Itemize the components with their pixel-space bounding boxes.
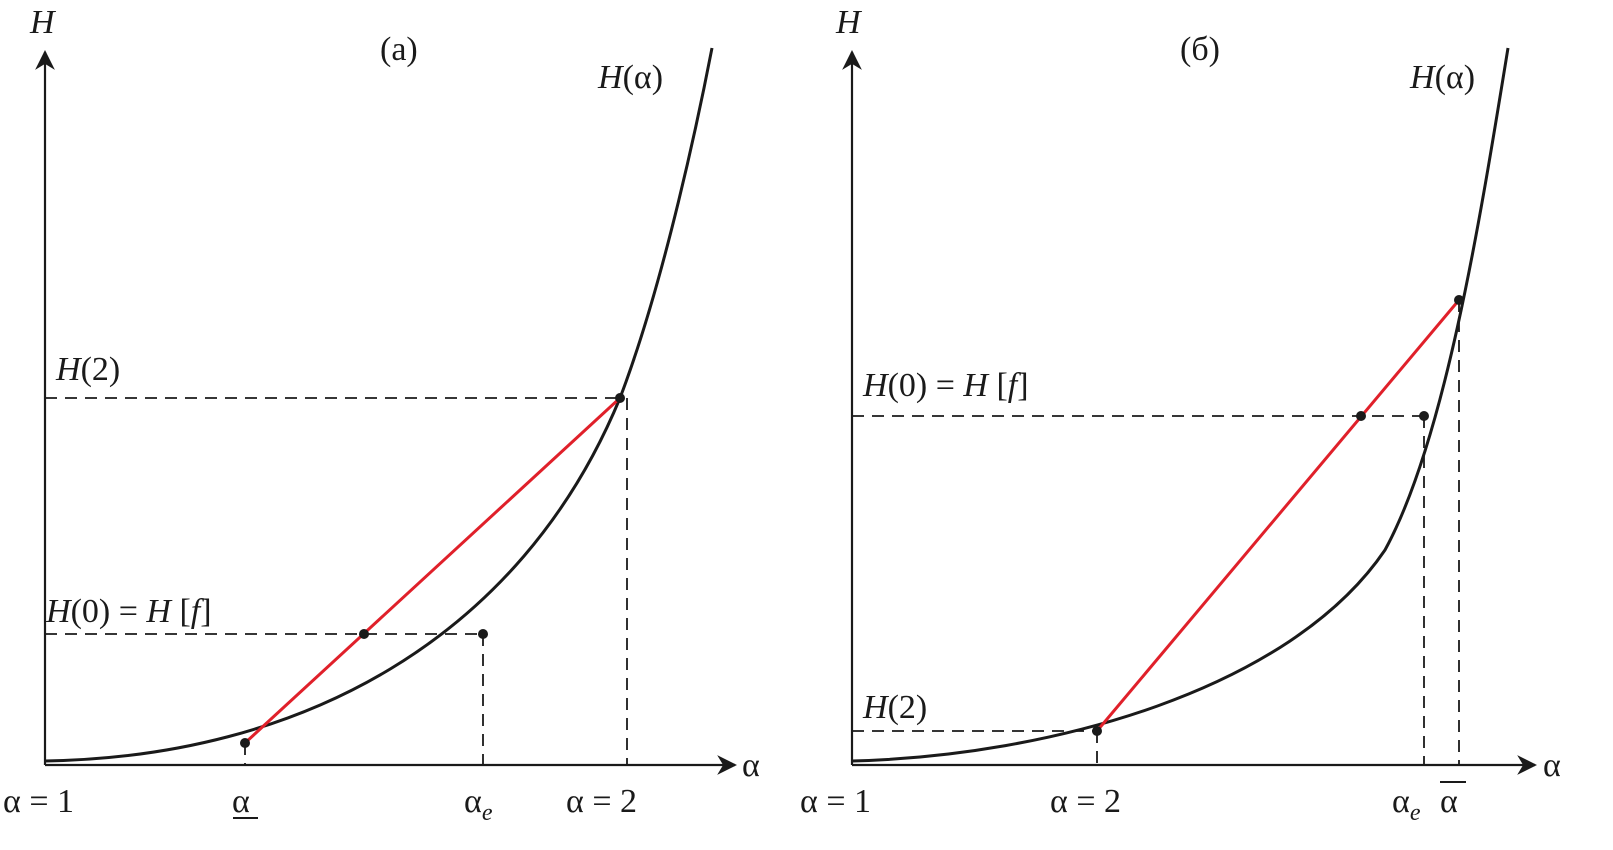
panel-a: H α (а) H(α) H(2) H(0) = H [f] α = 1 α α… xyxy=(3,4,760,826)
panel-a-y-axis-label: H xyxy=(29,4,57,41)
panel-a-point-chord-h0 xyxy=(359,629,369,639)
panel-b-curve xyxy=(851,47,1510,763)
panel-b-x-axis-label: α xyxy=(1543,747,1561,784)
panel-b-tag: (б) xyxy=(1180,31,1220,68)
panel-b-curve-label: H(α) xyxy=(1409,59,1475,96)
panel-a-point-lower-alpha xyxy=(240,738,250,748)
panel-b-h0-label: H(0) = H [f] xyxy=(862,367,1029,404)
panel-b-tick-upper-alpha: α xyxy=(1440,783,1458,820)
panel-b-chord xyxy=(1095,299,1461,732)
panel-b-tick-alpha-2: α = 2 xyxy=(1050,783,1121,820)
panel-b-point-alpha-e xyxy=(1419,411,1429,421)
panel-a-x-axis-label: α xyxy=(742,747,760,784)
panel-a-tick-lower-alpha: α xyxy=(232,783,250,820)
panel-b-point-alpha2 xyxy=(1092,726,1102,736)
panel-b-tick-alpha-e: αe xyxy=(1392,783,1421,826)
panel-a-point-alpha-e xyxy=(478,629,488,639)
panel-b-y-axis-label: H xyxy=(835,4,863,41)
panel-a-tick-alpha-e: αe xyxy=(464,783,493,826)
panel-a-curve-label: H(α) xyxy=(597,59,663,96)
panel-b: H α (б) H(α) H(0) = H [f] H(2) α = 1 α =… xyxy=(800,4,1561,826)
panel-a-tick-alpha-1: α = 1 xyxy=(3,783,74,820)
panel-b-tick-alpha-1: α = 1 xyxy=(800,783,871,820)
panel-a-curve xyxy=(44,47,714,763)
panel-a-tick-alpha-2: α = 2 xyxy=(566,783,637,820)
panel-b-h2-label: H(2) xyxy=(862,689,927,726)
panel-a-h2-label: H(2) xyxy=(55,351,120,388)
panel-a-tag: (а) xyxy=(380,31,418,68)
panel-a-chord xyxy=(243,396,622,745)
panel-b-point-upper-alpha xyxy=(1454,295,1464,305)
panel-a-point-alpha2 xyxy=(615,393,625,403)
panel-a-h0-label: H(0) = H [f] xyxy=(45,593,212,630)
panel-b-point-chord-h0 xyxy=(1356,411,1366,421)
